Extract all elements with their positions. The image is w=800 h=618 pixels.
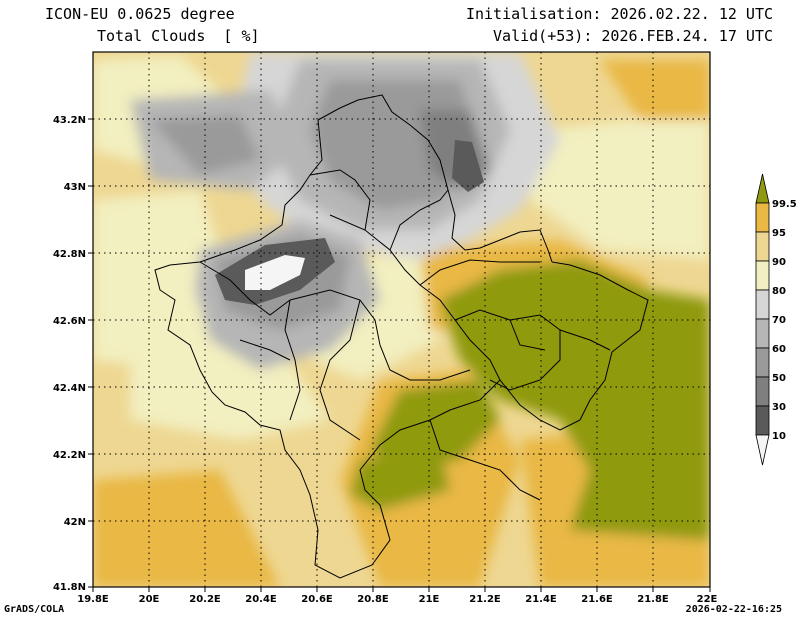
colorbar-segment xyxy=(755,347,770,378)
x-tick-label: 22E xyxy=(697,594,718,605)
colorbar-segment xyxy=(755,202,770,233)
cloud-core-north xyxy=(452,140,484,192)
y-tick-label: 42.8N xyxy=(53,249,86,260)
model-title: ICON-EU 0.0625 degree xyxy=(45,5,235,23)
x-tick-label: 19.8E xyxy=(77,594,109,605)
colorbar-bottom-triangle xyxy=(755,434,770,466)
y-tick-label: 43N xyxy=(64,182,86,193)
x-tick-label: 20.8E xyxy=(357,594,389,605)
x-tick-label: 21.6E xyxy=(581,594,613,605)
x-tick-label: 20.6E xyxy=(301,594,333,605)
border-lines xyxy=(154,94,649,579)
colorbar-labels: 99.5 95 90 80 70 60 50 30 10 xyxy=(772,199,797,442)
colorbar-segment xyxy=(755,405,770,436)
valid-time: Valid(+53): 2026.FEB.24. 17 UTC xyxy=(493,27,773,45)
colorbar-segment xyxy=(755,231,770,262)
y-tick-label: 42.4N xyxy=(53,383,86,394)
y-tick-label: 41.8N xyxy=(53,582,86,593)
cloud-field xyxy=(93,52,710,587)
y-tick-label: 43.2N xyxy=(53,115,86,126)
colorbar-label: 70 xyxy=(772,315,786,326)
colorbar-label: 30 xyxy=(772,402,786,413)
x-tick-label: 20.4E xyxy=(245,594,277,605)
credit-label: GrADS/COLA xyxy=(4,604,65,615)
colorbar-label: 95 xyxy=(772,228,786,239)
colorbar xyxy=(755,173,770,466)
x-tick-label: 21.8E xyxy=(637,594,669,605)
field-title: Total Clouds [ %] xyxy=(97,27,260,45)
y-tick-label: 42.2N xyxy=(53,450,86,461)
initialisation-time: Initialisation: 2026.02.22. 12 UTC xyxy=(465,5,773,23)
x-tick-label: 21.2E xyxy=(469,594,501,605)
colorbar-label: 90 xyxy=(772,257,786,268)
x-tick-label: 21E xyxy=(419,594,440,605)
colorbar-label: 50 xyxy=(772,373,786,384)
x-tick-label: 20.2E xyxy=(189,594,221,605)
timestamp-label: 2026-02-22-16:25 xyxy=(685,604,782,615)
colorbar-label: 10 xyxy=(772,431,786,442)
colorbar-label: 80 xyxy=(772,286,786,297)
colorbar-segment xyxy=(755,318,770,349)
cloud-core-light xyxy=(245,255,305,290)
y-tick-label: 42.6N xyxy=(53,316,86,327)
y-axis-labels: 41.8N 42N 42.2N 42.4N 42.6N 42.8N 43N 43… xyxy=(53,115,86,593)
x-axis-labels: 19.8E 20E 20.2E 20.4E 20.6E 20.8E 21E 21… xyxy=(77,594,717,605)
colorbar-segment xyxy=(755,260,770,291)
graticule xyxy=(93,52,710,587)
colorbar-label: 60 xyxy=(772,344,786,355)
x-tick-label: 20E xyxy=(139,594,160,605)
tick-marks xyxy=(88,118,711,592)
colorbar-segment xyxy=(755,289,770,320)
y-tick-label: 42N xyxy=(64,517,86,528)
colorbar-label: 99.5 xyxy=(772,199,797,210)
x-tick-label: 21.4E xyxy=(525,594,557,605)
colorbar-top-triangle xyxy=(755,173,770,204)
colorbar-segment xyxy=(755,376,770,407)
